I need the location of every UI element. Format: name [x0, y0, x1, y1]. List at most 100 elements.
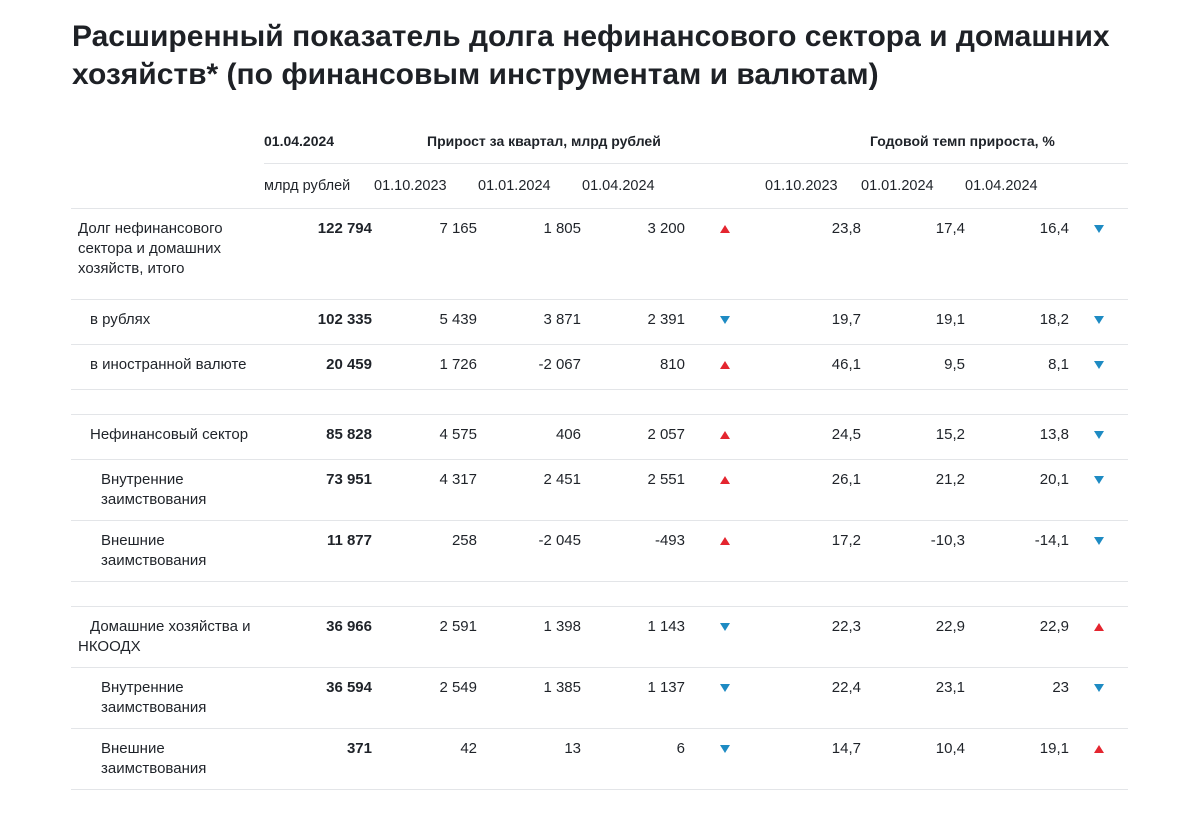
row-label: Внешние заимствования — [71, 520, 264, 582]
row-value: 102 335 — [264, 299, 372, 345]
row-value: 73 951 — [264, 459, 372, 521]
debt-table: 01.04.2024 Прирост за квартал, млрд рубл… — [71, 119, 1128, 790]
growth-trend-cell — [685, 459, 765, 521]
growth-cell: 1 726 — [372, 344, 477, 390]
growth-cell: 3 200 — [581, 208, 685, 300]
header-empty-cell — [685, 163, 765, 209]
rate-cell: 22,9 — [965, 606, 1069, 668]
rate-trend-cell — [1069, 520, 1128, 582]
rate-cell: 14,7 — [765, 728, 861, 790]
table-row: Внутренние заимствования 73 951 4 317 2 … — [71, 459, 1128, 521]
header-growth-group: Прирост за квартал, млрд рублей — [372, 119, 765, 164]
rate-trend-cell — [1069, 459, 1128, 521]
rate-cell: 18,2 — [965, 299, 1069, 345]
growth-cell: -2 067 — [477, 344, 581, 390]
rate-cell: 22,3 — [765, 606, 861, 668]
rate-trend-cell — [1069, 208, 1128, 300]
rate-cell: 17,4 — [861, 208, 965, 300]
growth-cell: 810 — [581, 344, 685, 390]
rate-cell: 21,2 — [861, 459, 965, 521]
header-rate-date: 01.04.2024 — [965, 163, 1069, 209]
rate-cell: 22,9 — [861, 606, 965, 668]
row-label: Долг нефинансового сектора и домашних хо… — [71, 208, 264, 300]
growth-cell: 406 — [477, 414, 581, 460]
triangle-down-icon — [1093, 431, 1104, 439]
growth-trend-cell — [685, 208, 765, 300]
row-label: Внешние заимствования — [71, 728, 264, 790]
header-date: 01.04.2024 — [264, 119, 372, 164]
rate-cell: 17,2 — [765, 520, 861, 582]
row-value: 36 966 — [264, 606, 372, 668]
growth-cell: 1 398 — [477, 606, 581, 668]
row-label: Внутренние заимствования — [71, 667, 264, 729]
triangle-up-icon — [1093, 745, 1104, 753]
growth-trend-cell — [685, 728, 765, 790]
header-growth-date: 01.01.2024 — [477, 163, 581, 209]
header-empty-cell — [1069, 163, 1128, 209]
triangle-down-icon — [1093, 225, 1104, 233]
triangle-up-icon — [1093, 623, 1104, 631]
growth-cell: -493 — [581, 520, 685, 582]
rate-cell: 22,4 — [765, 667, 861, 729]
row-value: 371 — [264, 728, 372, 790]
rate-cell: 20,1 — [965, 459, 1069, 521]
triangle-up-icon — [720, 361, 730, 369]
growth-cell: 2 551 — [581, 459, 685, 521]
growth-cell: 1 385 — [477, 667, 581, 729]
table-row: Нефинансовый сектор 85 828 4 575 406 2 0… — [71, 414, 1128, 460]
table-row: Внешние заимствования 11 877 258 -2 045 … — [71, 520, 1128, 582]
rate-cell: 9,5 — [861, 344, 965, 390]
growth-cell: 2 391 — [581, 299, 685, 345]
row-label-text: Домашние хозяйства и НКООДХ — [78, 618, 251, 655]
triangle-down-icon — [1093, 316, 1104, 324]
growth-trend-cell — [685, 299, 765, 345]
rate-trend-cell — [1069, 414, 1128, 460]
triangle-down-icon — [1093, 537, 1104, 545]
growth-cell: 4 317 — [372, 459, 477, 521]
row-label: Нефинансовый сектор — [71, 414, 264, 460]
growth-trend-cell — [685, 344, 765, 390]
header-unit: млрд рублей — [264, 163, 372, 209]
triangle-up-icon — [720, 537, 730, 545]
rate-cell: 23,1 — [861, 667, 965, 729]
rate-trend-cell — [1069, 667, 1128, 729]
row-value: 20 459 — [264, 344, 372, 390]
growth-cell: 1 137 — [581, 667, 685, 729]
triangle-down-icon — [1093, 476, 1104, 484]
header-rate-date: 01.10.2023 — [765, 163, 861, 209]
row-label: Домашние хозяйства и НКООДХ — [71, 606, 264, 668]
table-spacer — [71, 389, 1128, 415]
growth-cell: 3 871 — [477, 299, 581, 345]
rate-cell: 15,2 — [861, 414, 965, 460]
header-empty-cell — [71, 119, 264, 164]
header-row-groups: 01.04.2024 Прирост за квартал, млрд рубл… — [71, 119, 1128, 164]
growth-cell: 7 165 — [372, 208, 477, 300]
row-value: 122 794 — [264, 208, 372, 300]
row-value: 11 877 — [264, 520, 372, 582]
growth-trend-cell — [685, 606, 765, 668]
rate-trend-cell — [1069, 299, 1128, 345]
growth-trend-cell — [685, 520, 765, 582]
growth-cell: 2 591 — [372, 606, 477, 668]
table-row: в иностранной валюте 20 459 1 726 -2 067… — [71, 344, 1128, 390]
rate-cell: 19,1 — [861, 299, 965, 345]
header-rate-date: 01.01.2024 — [861, 163, 965, 209]
header-row-dates: млрд рублей 01.10.2023 01.01.2024 01.04.… — [71, 163, 1128, 209]
triangle-down-icon — [720, 684, 730, 692]
table-row: в рублях 102 335 5 439 3 871 2 391 19,7 … — [71, 299, 1128, 345]
page-title: Расширенный показатель долга нефинансово… — [72, 20, 1110, 91]
row-label: Внутренние заимствования — [71, 459, 264, 521]
triangle-up-icon — [720, 225, 730, 233]
growth-cell: 1 143 — [581, 606, 685, 668]
triangle-down-icon — [1093, 684, 1104, 692]
rate-cell: 13,8 — [965, 414, 1069, 460]
growth-cell: 5 439 — [372, 299, 477, 345]
rate-trend-cell — [1069, 606, 1128, 668]
row-label: в иностранной валюте — [71, 344, 264, 390]
header-growth-date: 01.10.2023 — [372, 163, 477, 209]
rate-cell: 8,1 — [965, 344, 1069, 390]
triangle-up-icon — [720, 431, 730, 439]
table-row: Внешние заимствования 371 42 13 6 14,7 1… — [71, 728, 1128, 790]
rate-cell: 26,1 — [765, 459, 861, 521]
growth-cell: 4 575 — [372, 414, 477, 460]
